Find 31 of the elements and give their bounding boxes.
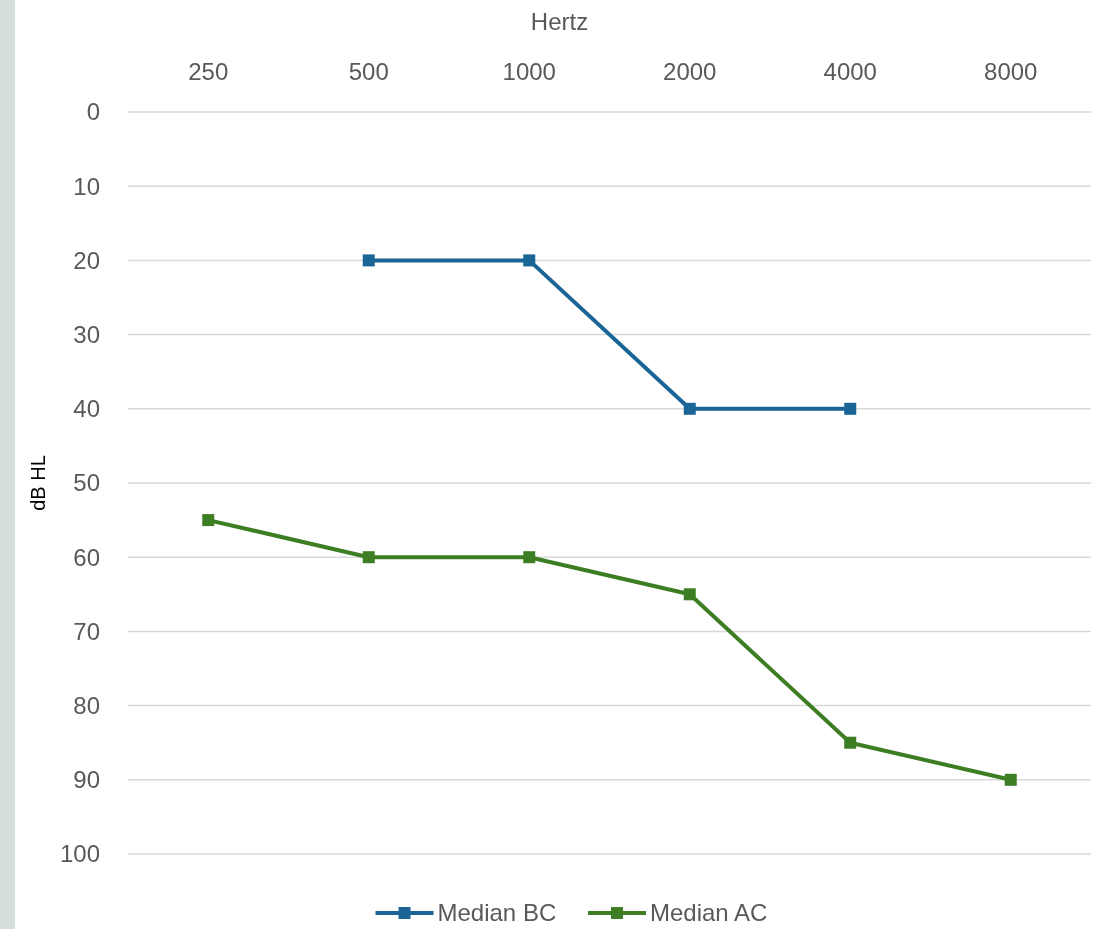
x-axis-title: Hertz	[530, 8, 589, 36]
x-tick-label: 8000	[984, 58, 1038, 86]
point	[362, 254, 375, 267]
y-tick-label: 60	[73, 543, 100, 571]
x-tick-label: 1000	[502, 58, 556, 86]
y-tick-label: 40	[73, 395, 100, 423]
y-tick-label: 80	[73, 692, 100, 719]
y-tick-label: 90	[73, 766, 100, 794]
y-axis-title: dB HL	[27, 455, 49, 511]
point	[683, 402, 696, 415]
x-tick-label: 500	[348, 58, 389, 86]
y-tick-label: 30	[73, 321, 100, 348]
point	[523, 551, 536, 564]
point	[1004, 773, 1017, 786]
legend-label: Median BC	[437, 899, 557, 927]
y-tick-label: 100	[59, 840, 100, 868]
point	[683, 588, 696, 601]
y-tick-label: 0	[86, 98, 100, 126]
point	[844, 736, 857, 749]
y-tick-label: 20	[73, 246, 100, 274]
point	[362, 551, 375, 564]
point	[202, 514, 215, 527]
y-tick-label: 50	[73, 469, 100, 497]
x-tick-label: 4000	[823, 58, 877, 86]
legend-label: Median AC	[650, 899, 768, 927]
y-tick-label: 10	[73, 172, 100, 200]
point	[844, 402, 857, 415]
point	[523, 254, 536, 267]
y-tick-label: 70	[73, 617, 100, 645]
x-tick-label: 250	[188, 58, 229, 86]
x-tick-label: 2000	[663, 58, 717, 86]
